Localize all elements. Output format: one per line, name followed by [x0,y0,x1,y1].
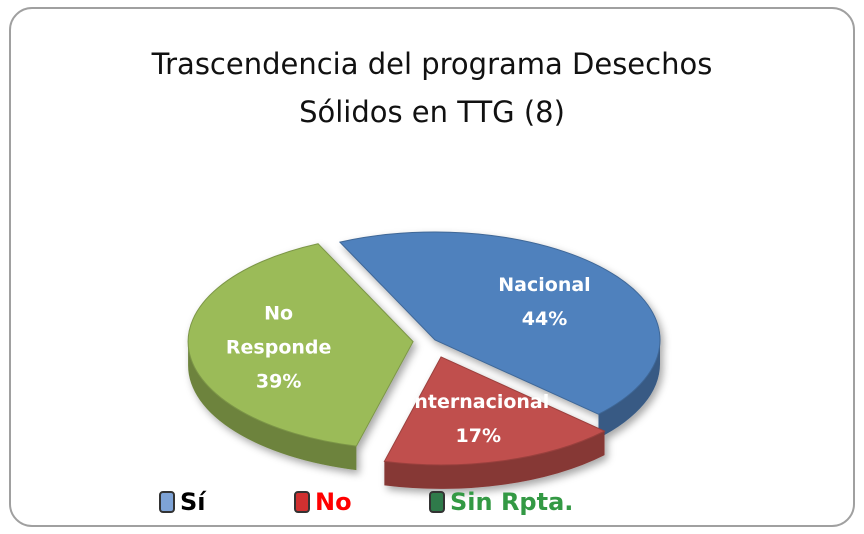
legend-marker [159,491,175,513]
slice-category: Responde [226,336,332,358]
slice-value: 44% [522,308,567,330]
legend-marker [294,491,310,513]
slice-value: 17% [456,425,501,447]
slice-category: Nacional [498,274,590,296]
slice [338,231,661,415]
slice-side [188,341,357,471]
chart-title: Trascendencia del programa Desechos Sóli… [151,47,713,129]
slice-label: Internacional 17% [407,391,549,447]
labels: Nacional 44% Internacional 17% No Responde 39% [226,274,591,447]
legend: Sí No Sin Rpta. [159,488,573,516]
legend-label: No [315,488,352,516]
pie [187,231,661,489]
slice-category: No [264,302,293,324]
legend-label: Sin Rpta. [450,488,573,516]
slice-category: Internacional [407,391,549,413]
slice-label: Nacional 44% [498,274,590,330]
legend-marker [429,491,445,513]
slice [187,243,414,447]
legend-label: Sí [180,488,207,516]
slice [383,356,606,466]
slice-side [384,431,605,489]
slice-side [598,340,660,439]
slice-value: 39% [256,370,301,392]
slice-label: No Responde 39% [226,302,332,392]
